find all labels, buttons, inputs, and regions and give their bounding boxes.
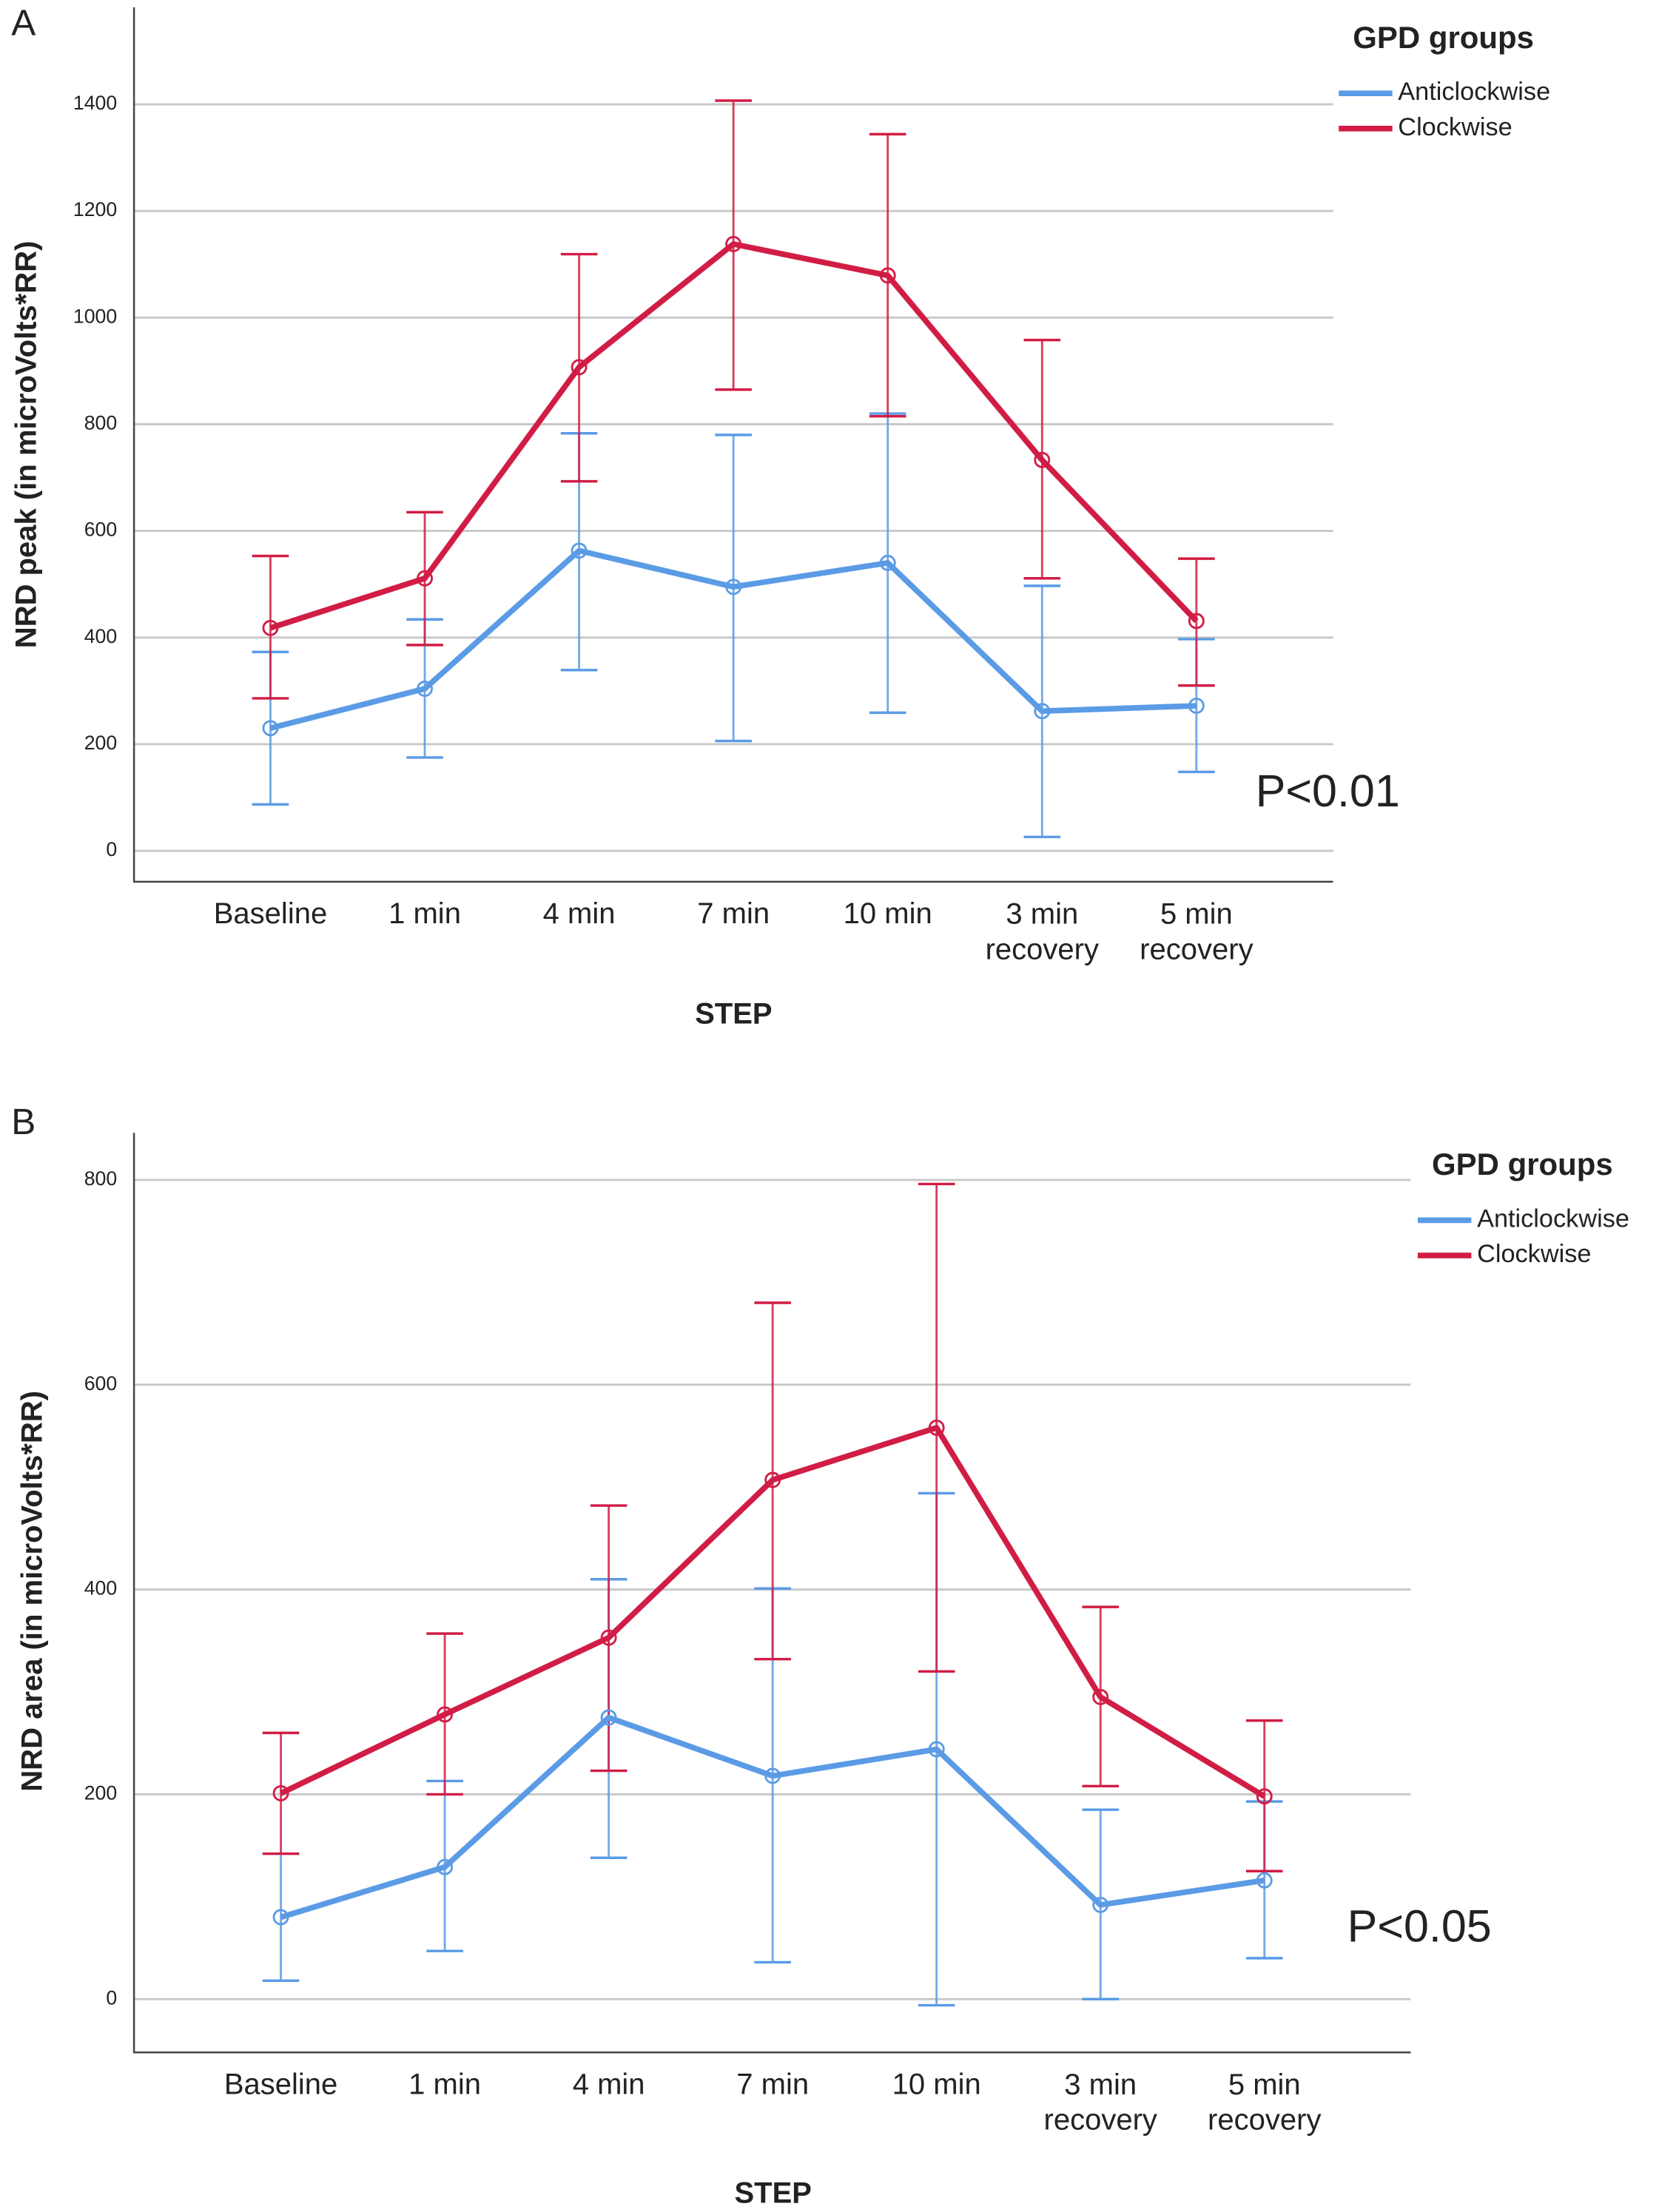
series	[252, 412, 1215, 839]
legend-label: Clockwise	[1477, 1240, 1591, 1268]
data-point	[437, 1858, 454, 1875]
data-point	[262, 619, 279, 636]
panel-label: A	[11, 2, 36, 44]
data-point	[725, 579, 742, 596]
annotation: P<0.01	[1256, 766, 1400, 816]
x-tick-label-line: 5 min	[1160, 897, 1233, 930]
data-point	[272, 1785, 289, 1801]
series-line	[269, 241, 1199, 631]
y-tick-label: 800	[84, 412, 118, 434]
x-tick-label: 4 min	[573, 2068, 645, 2101]
y-tick-label: 400	[84, 1577, 118, 1599]
x-tick-label-line: 5 min	[1228, 2068, 1301, 2101]
y-axis-title: NRD area (in microVolts*RR)	[16, 1391, 48, 1792]
x-tick-label-line: recovery	[986, 933, 1099, 965]
x-tick-label: 7 min	[736, 2068, 809, 2101]
axis-frame	[132, 7, 1333, 883]
y-tick-label: 1000	[73, 305, 117, 327]
data-point	[1092, 1688, 1109, 1705]
data-point	[764, 1471, 781, 1488]
data-point	[417, 681, 433, 697]
x-tick-label: Baseline	[214, 897, 327, 930]
data-point	[725, 235, 742, 252]
data-point	[571, 542, 588, 559]
y-tick-label: 1200	[73, 198, 117, 220]
annotation: P<0.05	[1347, 1901, 1492, 1951]
data-point	[272, 1909, 289, 1926]
series-line	[279, 1425, 1266, 1799]
x-tick-label: Baseline	[224, 2068, 338, 2101]
x-tick-label: 3 min recovery	[986, 897, 1099, 965]
data-point	[437, 1706, 454, 1723]
x-tick-label: 1 min	[408, 2068, 481, 2101]
x-tick-label: 4 min	[543, 897, 616, 930]
data-point	[879, 267, 896, 284]
x-tick-label: 10 min	[892, 2068, 981, 2101]
x-tick-label-line: recovery	[1044, 2103, 1157, 2136]
y-tick-label: 0	[106, 838, 117, 860]
x-tick-label: 5 min recovery	[1140, 897, 1253, 965]
x-axis-title: STEP	[695, 998, 773, 1031]
legend-label: Clockwise	[1398, 113, 1512, 141]
legend-title: GPD groups	[1432, 1147, 1613, 1181]
data-point	[1034, 703, 1051, 720]
y-tick-label: 200	[84, 732, 118, 754]
series-line	[280, 1714, 1265, 1921]
legend-label: Anticlockwise	[1477, 1204, 1629, 1233]
data-point	[879, 554, 896, 571]
error-bar	[1178, 557, 1215, 687]
x-tick-label-line: recovery	[1140, 933, 1253, 965]
x-tick-label-line: 3 min	[1006, 897, 1078, 930]
data-point	[600, 1629, 617, 1646]
x-axis-title: STEP	[734, 2176, 812, 2209]
series-line	[269, 547, 1197, 731]
data-point	[571, 359, 588, 376]
x-tick-label: 10 min	[844, 897, 932, 930]
x-tick-label: 7 min	[697, 897, 770, 930]
data-point	[1092, 1896, 1109, 1913]
data-point	[262, 720, 279, 737]
x-tick-label: 3 min recovery	[1044, 2068, 1157, 2137]
data-point	[764, 1767, 781, 1784]
y-tick-label: 200	[84, 1781, 118, 1804]
legend-label: Anticlockwise	[1398, 78, 1550, 106]
axis-frame	[132, 1133, 1411, 2054]
y-tick-label: 0	[106, 1986, 117, 2009]
data-point	[1034, 451, 1051, 468]
data-point	[1188, 613, 1205, 630]
x-tick-label-line: 3 min	[1064, 2068, 1137, 2101]
data-point	[928, 1741, 945, 1758]
data-point	[600, 1709, 617, 1726]
y-tick-label: 400	[84, 625, 118, 647]
y-tick-label: 600	[84, 1372, 118, 1395]
x-tick-label-line: recovery	[1208, 2103, 1321, 2136]
y-axis-title: NRD peak (in microVolts*RR)	[10, 241, 43, 649]
data-point	[417, 570, 433, 587]
x-tick-label: 1 min	[388, 897, 461, 930]
y-tick-label: 800	[84, 1167, 118, 1190]
data-point	[928, 1419, 945, 1436]
data-point	[1256, 1872, 1273, 1889]
y-tick-label: 1400	[73, 92, 117, 114]
y-tick-label: 600	[84, 519, 118, 541]
data-point	[1188, 698, 1205, 714]
x-tick-label: 5 min recovery	[1208, 2068, 1321, 2137]
data-point	[1256, 1788, 1273, 1805]
legend-title: GPD groups	[1353, 20, 1534, 55]
panel-label: B	[11, 1101, 36, 1142]
